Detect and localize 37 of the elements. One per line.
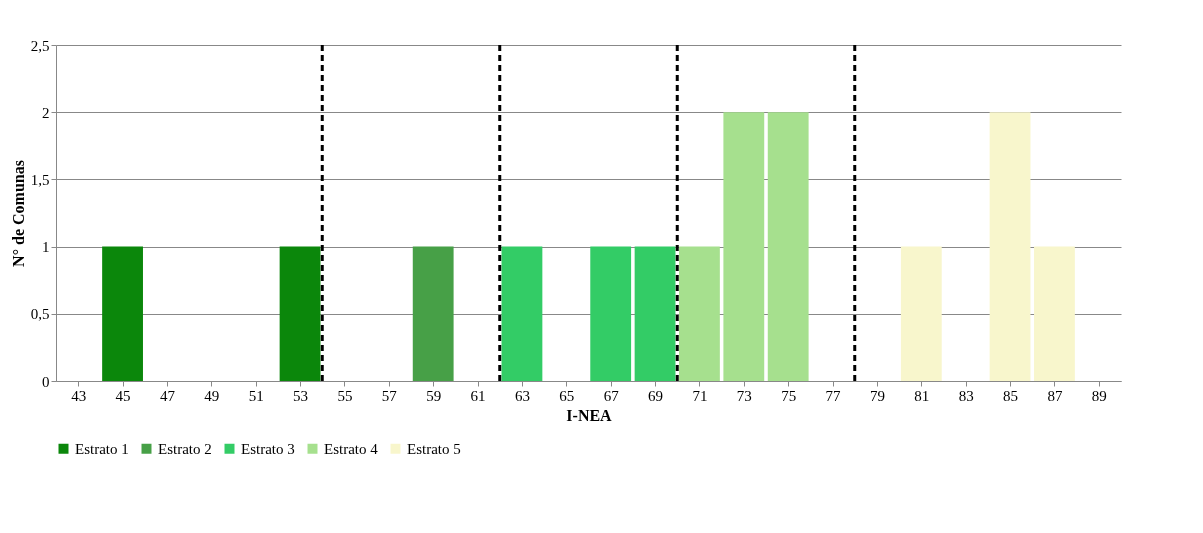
x-tick-label: 43 [71, 387, 87, 404]
x-tick-label: 71 [692, 387, 708, 404]
x-tick-label: 47 [159, 387, 176, 404]
legend-label: Estrato 2 [158, 440, 212, 457]
y-tick-label: 1,5 [30, 171, 50, 188]
x-tick-label: 77 [825, 387, 842, 404]
x-tick-label: 45 [115, 387, 131, 404]
x-tick-label: 49 [204, 387, 220, 404]
y-tick-label: 1 [42, 239, 50, 256]
x-tick-label: 75 [781, 387, 797, 404]
x-tick-label: 63 [514, 387, 530, 404]
x-tick-label: 69 [648, 387, 664, 404]
x-tick-label: 85 [1003, 387, 1019, 404]
x-tick-label: 61 [470, 387, 486, 404]
y-tick-label: 2,5 [30, 37, 50, 54]
x-tick-label: 53 [293, 387, 309, 404]
x-tick-label: 65 [559, 387, 575, 404]
legend-label: Estrato 4 [324, 440, 379, 457]
x-tick-label: 81 [914, 387, 930, 404]
x-tick-label: 51 [248, 387, 264, 404]
x-tick-label: 57 [381, 387, 398, 404]
x-tick-label: 87 [1047, 387, 1063, 404]
legend-label: Estrato 3 [241, 440, 295, 457]
x-axis-title: I-NEA [566, 406, 613, 424]
legend-label: Estrato 5 [407, 440, 461, 457]
x-tick-label: 89 [1091, 387, 1107, 404]
x-tick-label: 83 [958, 387, 974, 404]
x-tick-label: 55 [337, 387, 353, 404]
legend-label: Estrato 1 [75, 440, 129, 457]
x-tick-label: 59 [426, 387, 442, 404]
y-tick-label: 0 [42, 373, 50, 390]
x-tick-label: 67 [603, 387, 620, 404]
y-tick-label: 0,5 [30, 306, 50, 323]
y-axis-title: N° de Comunas [9, 160, 27, 267]
x-tick-label: 79 [869, 387, 885, 404]
x-tick-label: 73 [736, 387, 752, 404]
y-tick-label: 2 [42, 104, 50, 121]
